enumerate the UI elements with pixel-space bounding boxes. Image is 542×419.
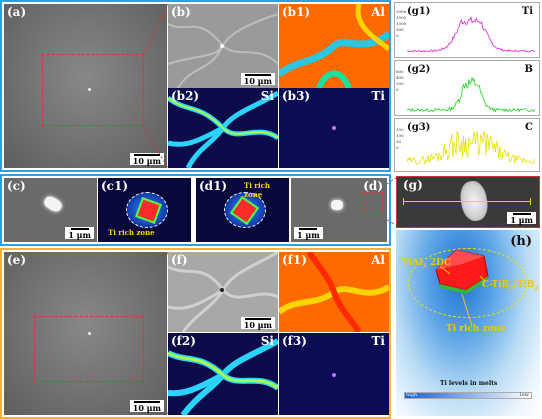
panel-b3-element: Ti	[371, 89, 386, 103]
g3-trace-path	[407, 131, 535, 166]
panel-b-particle	[220, 44, 224, 48]
g1-trace-path	[407, 16, 535, 53]
line-scan-g3: (g3) C 150 100 50 0	[394, 118, 540, 172]
panel-a-zoom-box	[42, 54, 144, 126]
panel-f-sem-image: (f) 10 µm	[168, 252, 278, 332]
g2-label: (g2)	[407, 64, 431, 75]
panel-h-legend-high: high	[406, 392, 418, 398]
g3-ticks: 150 100 50 0	[396, 127, 404, 150]
panel-b2-texture	[168, 90, 278, 168]
panel-f2-label: (f2)	[171, 334, 196, 348]
g1-label: (g1)	[407, 6, 431, 17]
g1-element: Ti	[521, 6, 533, 17]
g3-label: (g3)	[407, 122, 431, 133]
middle-figure-frame	[0, 174, 391, 246]
panel-e-zoom-box	[34, 316, 144, 382]
panel-b2-element: Si	[260, 89, 274, 103]
g2-trace	[407, 76, 535, 113]
panel-b2-label: (b2)	[171, 89, 200, 103]
panel-g-scan-line-start	[403, 198, 404, 205]
panel-f1-element: Al	[371, 253, 385, 267]
panel-e-scalebar: 10 µm	[129, 400, 164, 412]
panel-g-label: (g)	[403, 178, 423, 192]
panel-f3-ti-spot	[332, 373, 336, 377]
panel-h-tib2-label: C-TiB2/TiB2	[482, 280, 539, 292]
panel-b-sem-image: (b) 10 µm	[168, 4, 278, 88]
panel-f2-element: Si	[260, 334, 274, 348]
panel-c1-annotation: Ti rich zone	[108, 228, 155, 237]
panel-f2-si-map: (f2) Si	[168, 333, 278, 415]
panel-c1-label: (c1)	[101, 179, 129, 193]
panel-h-pointer-lines	[439, 265, 487, 327]
g2-ticks: 600 400 200 0	[396, 69, 404, 92]
panel-h-legend-title: Ti levels in melts	[440, 380, 498, 387]
panel-h-legend-bar	[404, 392, 532, 399]
panel-g-scalebar: 1 µm	[507, 212, 536, 224]
panel-c1-map: (c1) Ti rich zone	[98, 178, 191, 242]
g2-trace-path	[407, 76, 535, 113]
panel-f3-label: (f3)	[282, 334, 307, 348]
panel-d-scalebar: 1 µm	[294, 227, 323, 239]
panel-d-label: (d)	[363, 179, 383, 193]
panel-b1-al-map: (b1) Al	[279, 4, 389, 88]
panel-d-particle	[331, 200, 343, 210]
panel-f2-texture	[168, 338, 278, 415]
panel-d1-label: (d1)	[199, 179, 228, 193]
panel-g-scan-line	[403, 201, 531, 202]
panel-a-sem-image: (a) 10 µm	[4, 4, 167, 168]
panel-a-particle	[88, 88, 91, 91]
panel-b1-texture	[279, 4, 389, 88]
g2-element: B	[524, 64, 533, 75]
panel-e-particle	[88, 332, 91, 335]
panel-c-sem-image: (c) 1 µm	[4, 178, 97, 242]
g3-trace	[407, 131, 535, 166]
panel-e-sem-image: (e) 10 µm	[4, 252, 167, 415]
panel-b3-label: (b3)	[282, 89, 311, 103]
g3-element: C	[525, 122, 533, 133]
panel-f1-al-map: (f1) Al	[279, 252, 389, 332]
panel-e-label: (e)	[7, 253, 26, 267]
panel-h-tib2-crystal	[435, 249, 489, 294]
panel-b-scalebar: 10 µm	[240, 73, 275, 85]
panel-f-particle	[220, 288, 224, 292]
panel-d-zoom-box	[361, 192, 383, 214]
panel-h-legend-low: low	[520, 392, 529, 398]
panel-g-sem-image: (g) 1 µm	[396, 176, 540, 228]
panel-f-scalebar: 10 µm	[240, 317, 275, 329]
panel-c-label: (c)	[7, 179, 26, 193]
panel-b2-si-map: (b2) Si	[168, 88, 278, 168]
bottom-figure-frame	[0, 248, 391, 419]
g1-ticks: 2000 1500 1000 500 0	[396, 9, 407, 38]
panel-d-sem-image: (d) 1 µm	[291, 178, 387, 242]
panel-b3-ti-spot	[332, 126, 336, 130]
panel-b3-ti-map: (b3) Ti	[279, 88, 389, 168]
panel-d1-annotation: Ti rich zone	[244, 181, 271, 199]
panel-f3-ti-map: (f3) Ti	[279, 333, 389, 415]
panel-h-ti-rich-ellipse	[408, 248, 528, 318]
panel-f1-texture	[279, 252, 389, 332]
panel-a-label: (a)	[7, 5, 27, 19]
g1-trace	[407, 16, 535, 53]
panel-f-label: (f)	[171, 253, 188, 267]
panel-c-particle	[42, 194, 64, 214]
panel-h-ti-rich-label: Ti rich zone	[446, 324, 506, 334]
panel-f1-label: (f1)	[282, 253, 307, 267]
panel-a-scalebar: 10 µm	[129, 153, 164, 165]
panel-f3-element: Ti	[371, 334, 386, 348]
panel-h-schematic: (h) TiAl3 2DC C-TiB2/TiB2 Ti rich zone T…	[396, 230, 540, 416]
panel-b1-label: (b1)	[282, 5, 311, 19]
panel-b-label: (b)	[171, 5, 191, 19]
top-figure-frame	[0, 0, 391, 172]
line-scan-g2: (g2) B 600 400 200 0	[394, 60, 540, 116]
panel-h-tial3-label: TiAl3 2DC	[402, 258, 452, 270]
panel-h-label: (h)	[510, 234, 532, 249]
panel-b1-element: Al	[371, 5, 385, 19]
panel-g-scan-line-end	[530, 198, 531, 205]
line-scan-g1: (g1) Ti 2000 1500 1000 500 0	[394, 2, 540, 58]
panel-c-scalebar: 1 µm	[65, 227, 94, 239]
panel-d1-map: (d1) Ti rich zone	[196, 178, 289, 242]
